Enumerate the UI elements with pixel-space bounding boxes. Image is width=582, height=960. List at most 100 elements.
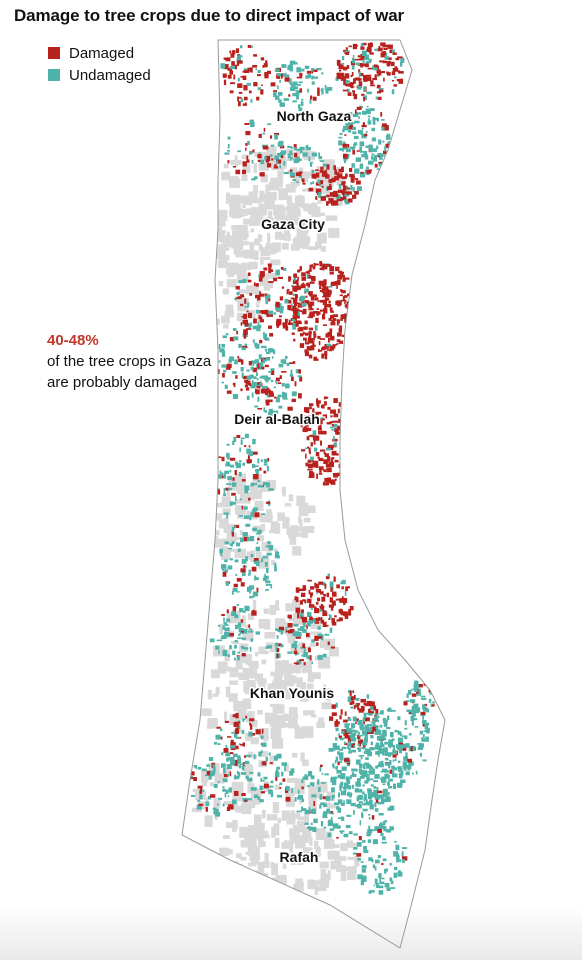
damaged-patch	[345, 612, 352, 616]
damaged-patch	[206, 770, 212, 776]
undamaged-patch	[267, 541, 271, 545]
undamaged-patch	[381, 125, 387, 131]
damaged-patch	[306, 427, 312, 432]
damaged-patch	[392, 754, 397, 758]
damaged-patch	[291, 398, 296, 403]
damaged-patch	[295, 320, 301, 324]
undamaged-patch	[334, 759, 337, 764]
undamaged-patch	[340, 790, 347, 796]
damaged-patch	[315, 418, 322, 423]
undamaged-patch	[319, 804, 322, 809]
built-up-block	[242, 163, 251, 174]
undamaged-patch	[310, 182, 313, 185]
undamaged-patch	[237, 637, 243, 639]
undamaged-patch	[394, 866, 398, 871]
undamaged-patch	[270, 154, 273, 157]
damaged-patch	[297, 612, 300, 619]
undamaged-patch	[274, 68, 280, 72]
undamaged-patch	[376, 786, 379, 791]
built-up-block	[259, 872, 269, 884]
damaged-patch	[335, 478, 337, 481]
undamaged-patch	[371, 153, 375, 156]
damaged-patch	[349, 82, 354, 85]
undamaged-patch	[421, 738, 426, 742]
damaged-patch	[325, 292, 331, 297]
damaged-patch	[301, 272, 306, 277]
built-up-block	[201, 290, 209, 297]
built-up-block	[347, 872, 357, 880]
damaged-patch	[342, 451, 347, 457]
damaged-patch	[302, 643, 306, 649]
undamaged-patch	[397, 784, 402, 788]
damaged-patch	[279, 296, 284, 301]
undamaged-patch	[382, 793, 386, 798]
undamaged-patch	[347, 696, 353, 702]
built-up-block	[245, 208, 254, 215]
damaged-patch	[299, 343, 305, 348]
undamaged-patch	[277, 152, 281, 157]
undamaged-patch	[296, 181, 299, 183]
damaged-patch	[265, 400, 270, 406]
damaged-patch	[343, 80, 346, 86]
damaged-patch	[332, 438, 338, 442]
undamaged-patch	[260, 357, 265, 359]
damaged-patch	[270, 82, 276, 87]
undamaged-patch	[339, 748, 344, 751]
damaged-patch	[199, 788, 203, 794]
undamaged-patch	[296, 659, 302, 665]
built-up-block	[283, 675, 295, 687]
built-up-block	[220, 235, 232, 244]
damaged-patch	[255, 388, 257, 394]
damaged-patch	[307, 274, 311, 279]
undamaged-patch	[304, 288, 309, 293]
undamaged-patch	[346, 728, 352, 733]
built-up-block	[293, 532, 305, 537]
damaged-patch	[332, 281, 336, 286]
built-up-block	[252, 846, 260, 856]
undamaged-patch	[292, 632, 295, 637]
built-up-block	[282, 863, 287, 869]
undamaged-patch	[332, 766, 335, 769]
built-up-block	[271, 560, 275, 566]
damaged-patch	[242, 161, 247, 167]
built-up-block	[207, 718, 218, 729]
damaged-patch	[332, 473, 338, 476]
damaged-patch	[225, 367, 230, 370]
built-up-block	[281, 660, 285, 665]
damaged-patch	[355, 722, 357, 724]
undamaged-patch	[358, 755, 365, 757]
undamaged-patch	[238, 357, 241, 360]
undamaged-patch	[380, 760, 384, 766]
built-up-block	[315, 848, 321, 857]
undamaged-patch	[247, 140, 250, 145]
damaged-patch	[329, 271, 334, 275]
undamaged-patch	[339, 787, 342, 792]
built-up-block	[290, 243, 301, 251]
undamaged-patch	[369, 726, 373, 729]
built-up-block	[270, 259, 281, 266]
built-up-block	[217, 538, 224, 547]
damaged-patch	[316, 642, 319, 646]
undamaged-patch	[224, 631, 230, 638]
damaged-patch	[235, 712, 239, 719]
undamaged-patch	[349, 734, 356, 739]
undamaged-patch	[382, 820, 386, 826]
built-up-block	[238, 672, 249, 681]
undamaged-patch	[422, 704, 426, 710]
damaged-patch	[316, 597, 321, 602]
damaged-patch	[240, 321, 243, 326]
damaged-patch	[366, 77, 372, 82]
built-up-block	[191, 807, 202, 813]
damaged-patch	[350, 86, 355, 88]
undamaged-patch	[248, 150, 253, 155]
tree-crop-patches	[189, 42, 435, 895]
damaged-patch	[222, 373, 225, 378]
undamaged-patch	[268, 348, 274, 353]
undamaged-patch	[224, 559, 228, 563]
undamaged-patch	[301, 99, 304, 101]
undamaged-patch	[384, 742, 390, 745]
undamaged-patch	[212, 764, 215, 768]
built-up-block	[279, 667, 284, 678]
built-up-block	[238, 230, 249, 239]
damaged-patch	[392, 67, 399, 72]
